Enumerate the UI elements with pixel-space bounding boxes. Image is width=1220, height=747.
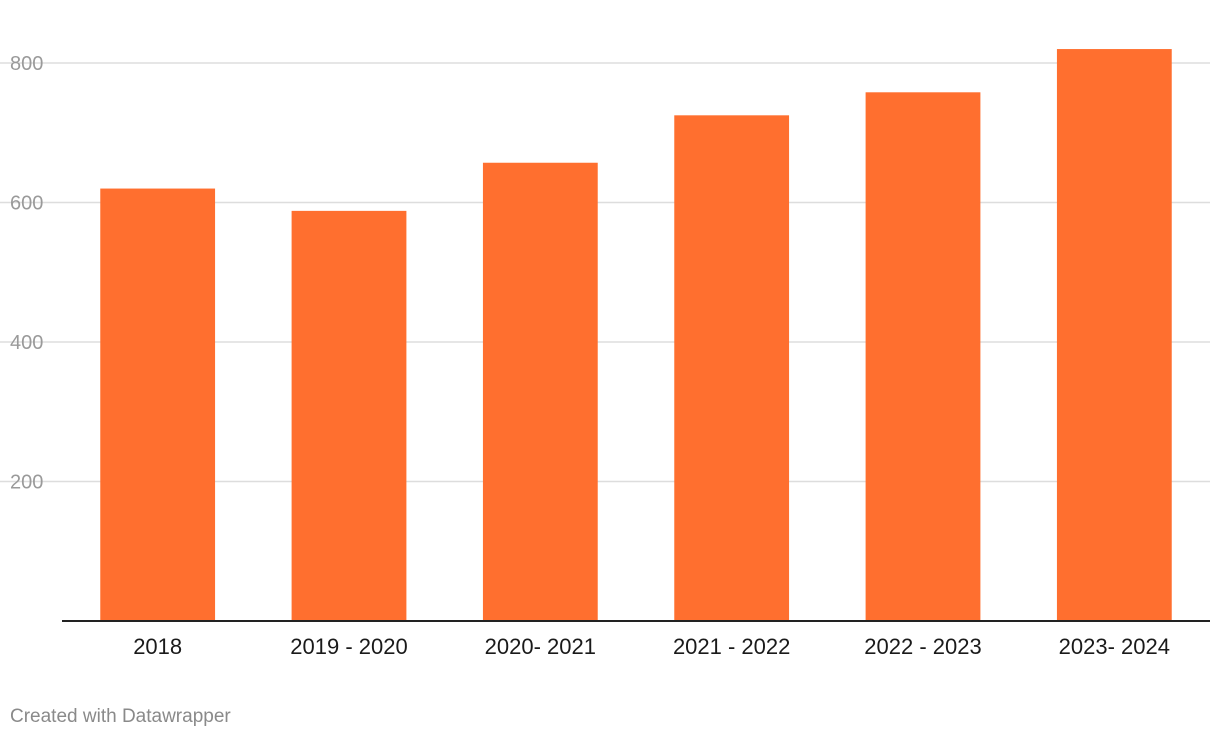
chart-credit: Created with Datawrapper [10, 706, 231, 727]
bars [100, 49, 1172, 622]
x-tick-label-3: 2021 - 2022 [673, 634, 790, 659]
bar-4 [865, 92, 981, 622]
bar-5 [1056, 49, 1172, 622]
y-tick-label-600: 600 [10, 193, 43, 215]
y-tick-labels: 200 400 600 800 [10, 53, 43, 494]
x-tick-labels: 2018 2019 - 2020 2020- 2021 2021 - 2022 2022… [133, 634, 1170, 659]
bar-0 [100, 188, 216, 622]
bar-2 [482, 162, 598, 621]
x-tick-label-5: 2023- 2024 [1059, 634, 1170, 659]
bar-1 [291, 210, 407, 621]
y-tick-label-200: 200 [10, 472, 43, 494]
x-tick-label-4: 2022 - 2023 [864, 634, 981, 659]
y-tick-label-400: 400 [10, 332, 43, 354]
x-tick-label-0: 2018 [133, 634, 182, 659]
x-tick-label-2: 2020- 2021 [485, 634, 596, 659]
bar-3 [674, 115, 790, 621]
y-tick-label-800: 800 [10, 53, 43, 75]
x-tick-label-1: 2019 - 2020 [290, 634, 407, 659]
